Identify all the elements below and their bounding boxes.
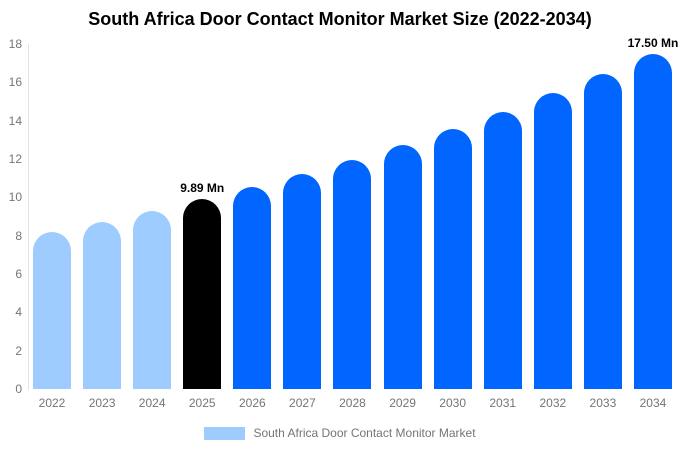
y-axis-line <box>28 44 29 390</box>
chart-title: South Africa Door Contact Monitor Market… <box>88 9 592 29</box>
y-tick-16: 16 <box>8 75 22 90</box>
bar-2032 <box>533 93 572 389</box>
bar-2028 <box>333 159 372 389</box>
x-label-2030: 2030 <box>439 396 466 410</box>
bar-2026 <box>233 186 272 389</box>
bar-2025 <box>183 199 222 389</box>
x-label-2034: 2034 <box>639 396 667 410</box>
x-label-2025: 2025 <box>188 396 216 410</box>
bar-2034 <box>633 53 672 389</box>
x-label-2027: 2027 <box>289 396 316 410</box>
y-tick-14: 14 <box>8 113 22 128</box>
x-label-2022: 2022 <box>38 396 66 410</box>
value-label-2034: 17.50 Mn <box>627 35 679 50</box>
y-tick-6: 6 <box>15 267 22 281</box>
bar-2030 <box>433 128 472 389</box>
y-tick-2: 2 <box>15 343 22 358</box>
bar-2023 <box>83 222 122 389</box>
y-tick-10: 10 <box>8 190 22 205</box>
x-label-2026: 2026 <box>238 396 266 410</box>
bar-2024 <box>133 211 172 389</box>
x-label-2028: 2028 <box>339 396 366 410</box>
y-tick-18: 18 <box>8 37 22 51</box>
bar-2033 <box>583 74 622 389</box>
y-tick-8: 8 <box>15 228 22 243</box>
x-label-2033: 2033 <box>589 396 617 410</box>
bar-2029 <box>383 144 422 389</box>
bar-2027 <box>283 173 322 389</box>
bar-2031 <box>483 111 522 389</box>
y-tick-4: 4 <box>15 305 22 320</box>
y-tick-12: 12 <box>8 152 22 166</box>
x-label-2029: 2029 <box>389 396 416 410</box>
legend-label: South Africa Door Contact Monitor Market <box>253 425 476 440</box>
x-label-2024: 2024 <box>138 396 166 410</box>
x-label-2031: 2031 <box>489 396 517 410</box>
value-label-2025: 9.89 Mn <box>180 181 225 196</box>
y-tick-0: 0 <box>15 382 22 396</box>
bar-2022 <box>33 232 71 389</box>
x-label-2023: 2023 <box>88 396 116 410</box>
legend: South Africa Door Contact Monitor Market <box>0 425 680 441</box>
legend-swatch <box>204 426 246 440</box>
x-label-2032: 2032 <box>539 396 567 410</box>
